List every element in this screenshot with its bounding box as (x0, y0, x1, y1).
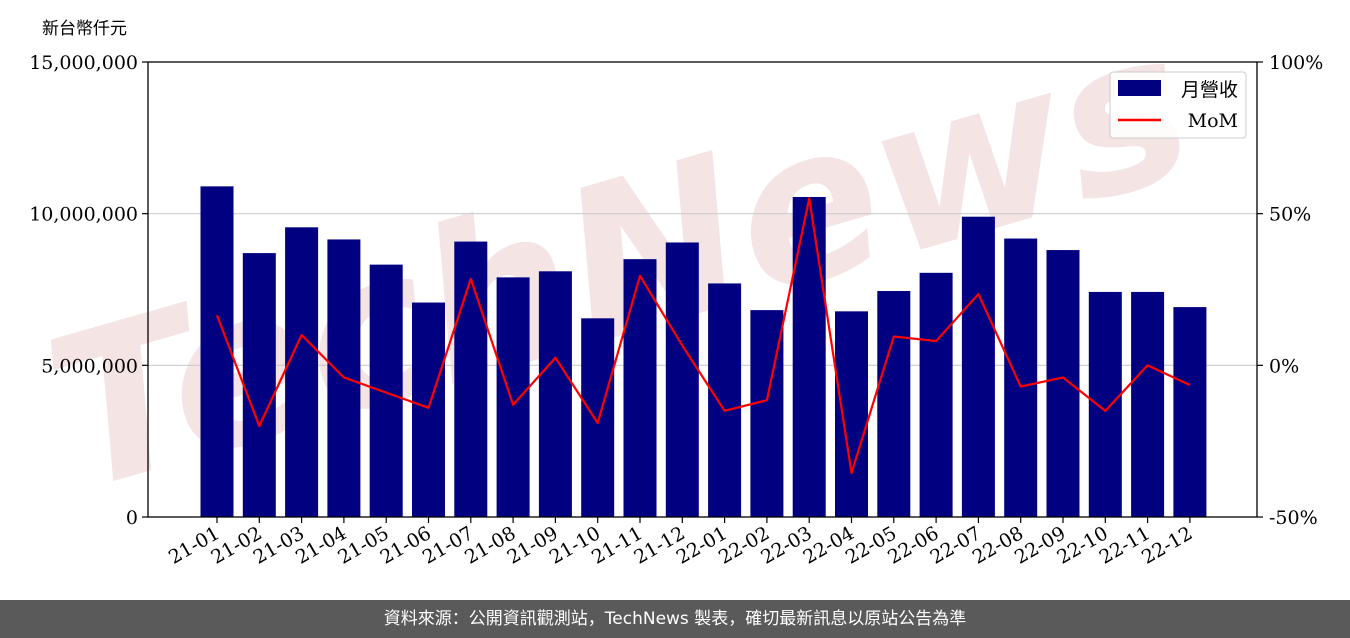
left-tick-label: 10,000,000 (29, 204, 138, 226)
bar-22-03 (792, 196, 826, 517)
legend: 月營收 MoM (1109, 71, 1247, 139)
bar-21-02 (242, 253, 276, 517)
left-tick-label: 15,000,000 (29, 52, 138, 74)
right-tick-label: 50% (1269, 204, 1311, 226)
left-axis-unit-label: 新台幣仟元 (42, 19, 127, 39)
right-tick-label: 100% (1269, 52, 1323, 74)
bar-21-05 (369, 264, 403, 517)
bar-21-09 (538, 271, 572, 517)
bar-21-07 (454, 241, 488, 517)
footer-source-note: 資料來源：公開資訊觀測站，TechNews 製表，確切最新訊息以原站公告為準 (0, 600, 1350, 638)
bar-21-12 (665, 242, 699, 517)
bar-21-10 (581, 318, 615, 517)
bar-22-11 (1131, 291, 1165, 517)
bar-series (200, 186, 1207, 518)
plot-frame (147, 61, 1258, 518)
bar-22-09 (1046, 250, 1080, 518)
bar-21-08 (496, 277, 530, 517)
bar-22-04 (835, 311, 868, 517)
line-series (215, 197, 1191, 475)
mom-line (215, 197, 1191, 475)
bar-22-08 (1004, 238, 1038, 518)
bar-22-01 (708, 283, 742, 517)
bar-21-01 (200, 186, 234, 517)
bar-21-06 (412, 302, 445, 517)
legend-label-revenue: 月營收 (1181, 79, 1238, 101)
chart: TechNews 05,000,00010,000,00015,000,000-… (24, 0, 1323, 569)
bar-22-07 (961, 216, 995, 517)
bar-22-05 (877, 291, 911, 517)
right-tick-label: 0% (1269, 355, 1299, 377)
bar-21-11 (623, 259, 657, 517)
left-tick-label: 0 (126, 507, 138, 529)
bar-22-10 (1088, 291, 1122, 517)
right-tick-label: -50% (1269, 507, 1318, 529)
legend-label-mom: MoM (1188, 110, 1238, 132)
bar-21-03 (285, 227, 319, 518)
bar-22-06 (919, 272, 953, 517)
left-tick-label: 5,000,000 (41, 355, 138, 377)
bar-22-12 (1173, 307, 1207, 517)
legend-swatch-bar (1118, 80, 1161, 96)
